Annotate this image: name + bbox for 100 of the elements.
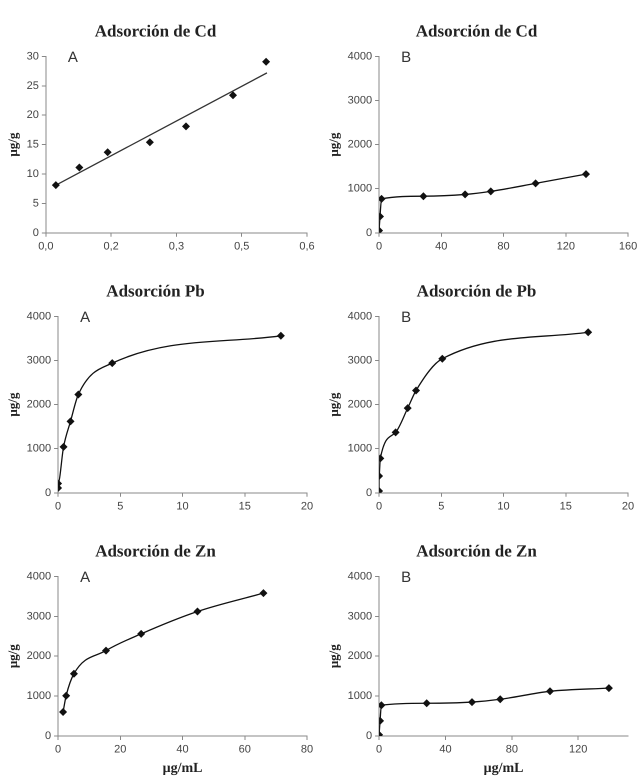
chart-title: Adsorción de Cd xyxy=(94,22,217,41)
y-tick-label: 4000 xyxy=(348,310,372,322)
y-axis-title: μg/g xyxy=(5,644,20,668)
x-tick-label: 20 xyxy=(300,500,314,512)
point xyxy=(404,404,412,412)
point xyxy=(52,181,60,190)
y-tick-label: 1000 xyxy=(348,182,372,195)
x-tick-label: 0 xyxy=(55,500,62,512)
point xyxy=(262,58,270,66)
y-tick-label: 4000 xyxy=(348,570,372,582)
annotation: A xyxy=(80,569,90,586)
y-tick-label: 3000 xyxy=(348,94,372,107)
point xyxy=(229,91,238,100)
annotation: B xyxy=(401,49,412,66)
y-tick-label: 0 xyxy=(44,486,52,499)
y-tick-label: 3000 xyxy=(348,354,372,367)
x-tick-label: 0,0 xyxy=(38,240,54,252)
point xyxy=(259,589,268,598)
x-tick-label: 5 xyxy=(117,500,124,512)
x-axis-title: μg/mL xyxy=(484,761,524,776)
point xyxy=(62,692,70,700)
point xyxy=(468,698,476,706)
y-tick-label: 0 xyxy=(366,730,372,742)
point xyxy=(102,646,110,655)
x-tick-label: 0 xyxy=(376,240,382,252)
y-tick-label: 25 xyxy=(26,80,39,92)
point xyxy=(461,190,470,198)
point xyxy=(604,684,613,692)
y-tick-label: 2000 xyxy=(348,398,372,411)
x-tick-label: 15 xyxy=(560,500,572,512)
y-tick-label: 15 xyxy=(26,138,39,151)
x-tick-label: 120 xyxy=(569,744,588,756)
y-tick-label: 3000 xyxy=(348,610,372,622)
y-tick-label: 2000 xyxy=(348,138,372,151)
y-tick-label: 0 xyxy=(32,226,39,239)
x-tick-label: 40 xyxy=(439,744,452,756)
y-tick-label: 2000 xyxy=(348,650,372,662)
x-tick-label: 80 xyxy=(506,744,518,756)
point xyxy=(582,170,590,178)
x-axis-title: μg/mL xyxy=(162,761,202,776)
y-tick-label: 1000 xyxy=(26,690,52,702)
point xyxy=(104,148,112,156)
point xyxy=(438,354,446,363)
x-tick-label: 80 xyxy=(300,744,314,756)
point xyxy=(584,328,592,336)
point xyxy=(419,192,428,200)
point xyxy=(59,708,68,716)
point xyxy=(70,670,78,678)
x-tick-label: 0,3 xyxy=(168,240,184,252)
y-tick-label: 4000 xyxy=(26,570,52,582)
y-tick-label: 3000 xyxy=(26,354,52,367)
x-tick-label: 0,2 xyxy=(103,240,119,252)
point xyxy=(137,630,146,638)
chart-title: Adsorción de Cd xyxy=(416,22,538,41)
chart-title: Adsorción de Zn xyxy=(416,542,538,561)
y-axis-title: μg/g xyxy=(5,132,20,157)
x-tick-label: 60 xyxy=(238,744,251,756)
y-tick-label: 2000 xyxy=(26,650,52,662)
annotation: A xyxy=(68,49,78,66)
x-tick-label: 0 xyxy=(55,744,62,756)
y-tick-label: 10 xyxy=(26,168,39,180)
chart-title: Adsorción de Pb xyxy=(416,282,536,301)
point xyxy=(496,695,504,704)
x-tick-label: 0,5 xyxy=(234,240,250,252)
annotation: A xyxy=(80,309,90,326)
y-tick-label: 4000 xyxy=(348,50,372,62)
y-tick-label: 4000 xyxy=(26,310,52,322)
x-tick-label: 0,6 xyxy=(299,240,315,252)
y-axis-title: μg/g xyxy=(326,392,342,417)
y-axis-title: μg/g xyxy=(326,132,342,157)
y-tick-label: 0 xyxy=(366,486,372,499)
point xyxy=(108,359,116,368)
x-tick-label: 160 xyxy=(618,240,638,252)
point xyxy=(546,687,554,696)
point xyxy=(486,187,495,196)
x-tick-label: 15 xyxy=(238,500,251,512)
annotation: B xyxy=(401,569,412,586)
x-tick-label: 5 xyxy=(438,500,444,512)
x-tick-label: 0 xyxy=(376,500,382,512)
y-tick-label: 0 xyxy=(44,730,52,742)
point xyxy=(75,164,84,172)
point xyxy=(74,390,82,398)
y-tick-label: 0 xyxy=(366,226,372,239)
x-tick-label: 40 xyxy=(435,240,448,252)
x-tick-label: 20 xyxy=(622,500,634,512)
y-tick-label: 5 xyxy=(32,197,39,210)
point xyxy=(392,428,400,436)
point xyxy=(182,122,190,130)
y-axis-title: μg/g xyxy=(5,392,20,417)
chart-title: Adsorción Pb xyxy=(106,282,205,301)
y-tick-label: 2000 xyxy=(26,398,52,411)
x-tick-label: 120 xyxy=(556,240,575,252)
point xyxy=(66,417,75,426)
x-tick-label: 80 xyxy=(497,240,510,252)
x-tick-label: 0 xyxy=(376,744,382,756)
y-tick-label: 3000 xyxy=(26,610,52,622)
point xyxy=(60,442,68,451)
x-tick-label: 20 xyxy=(114,744,126,756)
x-tick-label: 10 xyxy=(176,500,189,512)
y-tick-label: 30 xyxy=(26,50,39,62)
